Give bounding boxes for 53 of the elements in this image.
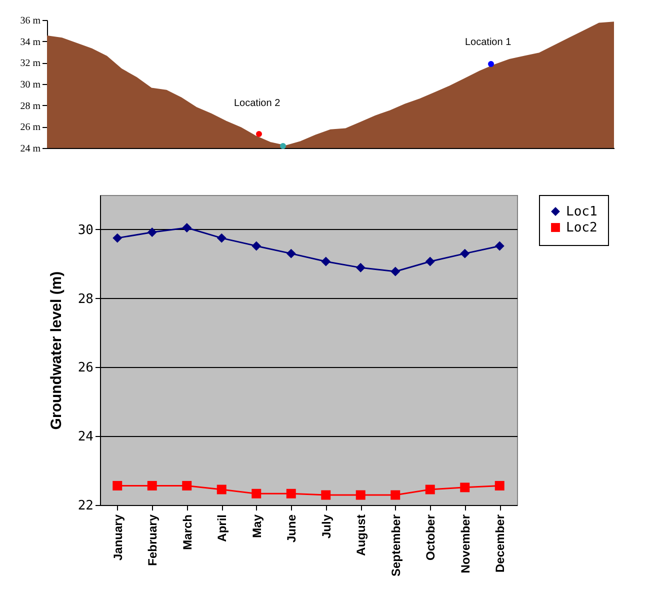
y-tick-label: 30 [78, 222, 94, 238]
x-tick-label: October [424, 514, 438, 561]
point [494, 480, 504, 490]
point [216, 233, 226, 243]
point [321, 256, 331, 266]
point [286, 488, 296, 498]
x-tick-label: September [388, 514, 403, 577]
x-tick-label: January [110, 514, 125, 561]
point [390, 266, 400, 276]
point [356, 490, 366, 500]
y-tick-label: 28 m [20, 100, 41, 112]
point [182, 222, 192, 232]
annotation: Location 1 [465, 37, 512, 48]
y-tick-label: 32 m [20, 58, 41, 70]
y-tick-label: 22 [78, 498, 94, 514]
point [286, 248, 296, 258]
x-tick-label: March [180, 514, 194, 550]
point [147, 227, 157, 237]
x-tick-label: April [215, 514, 230, 542]
point [494, 241, 504, 251]
y-tick-label: 34 m [20, 36, 41, 48]
point [356, 262, 366, 272]
x-tick-label: August [354, 514, 368, 556]
annotation: Location 2 [234, 98, 280, 109]
y-tick-label: 28 [78, 292, 94, 307]
x-tick-label: May [250, 514, 264, 538]
point [460, 248, 470, 258]
x-tick-label: July [319, 514, 334, 539]
point [252, 241, 262, 251]
x-tick-label: December [493, 514, 508, 573]
point [425, 484, 435, 494]
point [321, 490, 331, 500]
legend-label: Loc1 [566, 204, 598, 220]
point [112, 233, 122, 243]
point [182, 480, 192, 490]
point [425, 256, 435, 266]
y-tick-label: 24 m [20, 144, 41, 154]
y-tick-label: 26 m [20, 122, 41, 134]
point [252, 488, 262, 498]
point [390, 490, 400, 500]
point [460, 482, 470, 492]
y-tick-label: 24 [78, 430, 94, 445]
x-tick-label: June [284, 514, 299, 543]
y-tick-label: 26 [78, 360, 94, 376]
y-tick-label: 30 m [20, 80, 41, 90]
point [112, 480, 122, 490]
y-axis-title: Groundwater level (m) [48, 271, 65, 430]
legend-label: Loc2 [566, 220, 598, 236]
x-tick-label: February [146, 514, 160, 566]
y-tick-label: 36 m [20, 16, 41, 26]
x-tick-label: November [458, 514, 472, 574]
point [216, 484, 226, 494]
point [147, 480, 157, 490]
